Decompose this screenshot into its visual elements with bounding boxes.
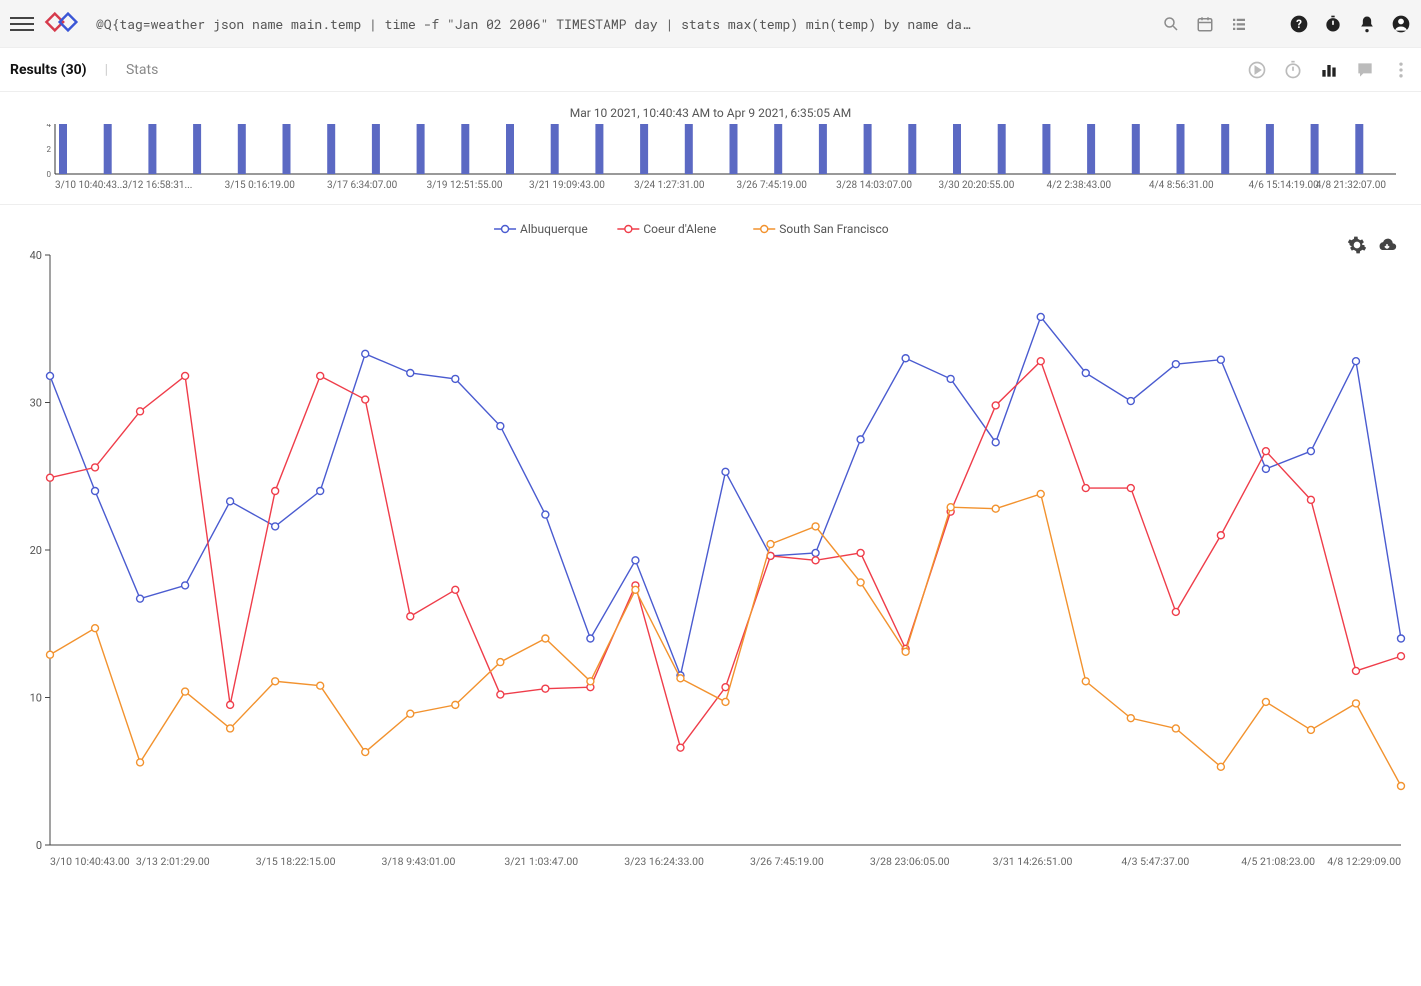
svg-text:30: 30 [30,397,42,410]
toolbar-icons-dark: ? [1289,14,1411,34]
svg-text:0: 0 [47,170,52,179]
svg-text:4/2 2:38:43.00: 4/2 2:38:43.00 [1047,180,1112,191]
svg-text:3/21 1:03:47.00: 3/21 1:03:47.00 [504,855,578,868]
svg-text:3/18 9:43:01.00: 3/18 9:43:01.00 [382,855,456,868]
search-icon[interactable] [1161,14,1181,34]
svg-text:20: 20 [30,544,42,557]
comment-icon[interactable] [1355,60,1375,80]
svg-text:10: 10 [30,692,42,705]
gear-icon[interactable] [1347,235,1367,255]
download-cloud-icon[interactable] [1377,235,1397,255]
timeline-chart[interactable]: 0 2 4 3/10 10:40:43...3/12 16:58:31... 3/15 … [20,124,1401,194]
stopwatch-icon[interactable] [1283,60,1303,80]
svg-text:3/13 2:01:29.00: 3/13 2:01:29.00 [136,855,210,868]
chart-panel: Albuquerque Coeur d'Alene South San Franci… [0,205,1421,889]
top-bar: @Q{tag=weather json name main.temp | tim… [0,0,1421,48]
tab-stats[interactable]: Stats [126,62,158,78]
svg-text:3/10 10:40:43...: 3/10 10:40:43... [55,180,125,191]
svg-text:Coeur d'Alene: Coeur d'Alene [643,222,716,236]
tabs: Results (30) | Stats [10,62,158,78]
svg-text:Albuquerque: Albuquerque [520,222,588,236]
timeline-title: Mar 10 2021, 10:40:43 AM to Apr 9 2021, … [20,106,1401,120]
svg-text:3/28 23:06:05.00: 3/28 23:06:05.00 [870,855,950,868]
more-icon[interactable] [1391,60,1411,80]
svg-text:3/17 6:34:07.00: 3/17 6:34:07.00 [327,180,398,191]
results-bar: Results (30) | Stats [0,48,1421,92]
list-icon[interactable] [1229,14,1249,34]
account-icon[interactable] [1391,14,1411,34]
svg-text:4/6 15:14:19.00: 4/6 15:14:19.00 [1248,180,1319,191]
svg-text:3/30 20:20:55.00: 3/30 20:20:55.00 [939,180,1015,191]
app-logo[interactable] [44,11,80,37]
svg-text:4/3 5:47:37.00: 4/3 5:47:37.00 [1121,855,1189,868]
tab-results[interactable]: Results (30) [10,62,87,78]
timer-icon[interactable] [1323,14,1343,34]
svg-text:3/12 16:58:31...: 3/12 16:58:31... [122,180,192,191]
play-icon[interactable] [1247,60,1267,80]
svg-text:3/26 7:45:19.00: 3/26 7:45:19.00 [750,855,824,868]
svg-text:3/21 19:09:43.00: 3/21 19:09:43.00 [529,180,605,191]
svg-text:3/15 0:16:19.00: 3/15 0:16:19.00 [225,180,296,191]
svg-text:3/10 10:40:43.00: 3/10 10:40:43.00 [50,855,130,868]
svg-text:3/15 18:22:15.00: 3/15 18:22:15.00 [256,855,336,868]
svg-text:2: 2 [47,145,52,154]
results-toolbar [1247,60,1411,80]
svg-text:4/8 12:29:09.00: 4/8 12:29:09.00 [1327,855,1401,868]
tab-separator: | [105,62,108,78]
svg-text:South San Francisco: South San Francisco [779,222,888,236]
svg-text:4/4 8:56:31.00: 4/4 8:56:31.00 [1149,180,1214,191]
svg-text:?: ? [1296,17,1302,31]
svg-text:3/23 16:24:33.00: 3/23 16:24:33.00 [624,855,704,868]
calendar-icon[interactable] [1195,14,1215,34]
toolbar-icons-light [1161,14,1249,34]
svg-text:3/19 12:51:55.00: 3/19 12:51:55.00 [427,180,503,191]
query-text[interactable]: @Q{tag=weather json name main.temp | tim… [90,15,1151,33]
menu-icon[interactable] [10,12,34,36]
svg-text:40: 40 [30,249,42,262]
timeline-panel: Mar 10 2021, 10:40:43 AM to Apr 9 2021, … [0,92,1421,205]
svg-text:3/26 7:45:19.00: 3/26 7:45:19.00 [737,180,808,191]
bell-icon[interactable] [1357,14,1377,34]
line-chart[interactable]: Albuquerque Coeur d'Alene South San Franci… [10,215,1411,875]
chart-tools [1347,235,1397,255]
svg-text:3/28 14:03:07.00: 3/28 14:03:07.00 [836,180,912,191]
svg-text:0: 0 [36,839,42,852]
help-icon[interactable]: ? [1289,14,1309,34]
bar-chart-icon[interactable] [1319,60,1339,80]
svg-text:4/5 21:08:23.00: 4/5 21:08:23.00 [1241,855,1315,868]
svg-text:4/8 21:32:07.00: 4/8 21:32:07.00 [1316,180,1387,191]
svg-text:4: 4 [47,124,52,129]
svg-text:3/24 1:27:31.00: 3/24 1:27:31.00 [634,180,705,191]
svg-text:3/31 14:26:51.00: 3/31 14:26:51.00 [993,855,1073,868]
